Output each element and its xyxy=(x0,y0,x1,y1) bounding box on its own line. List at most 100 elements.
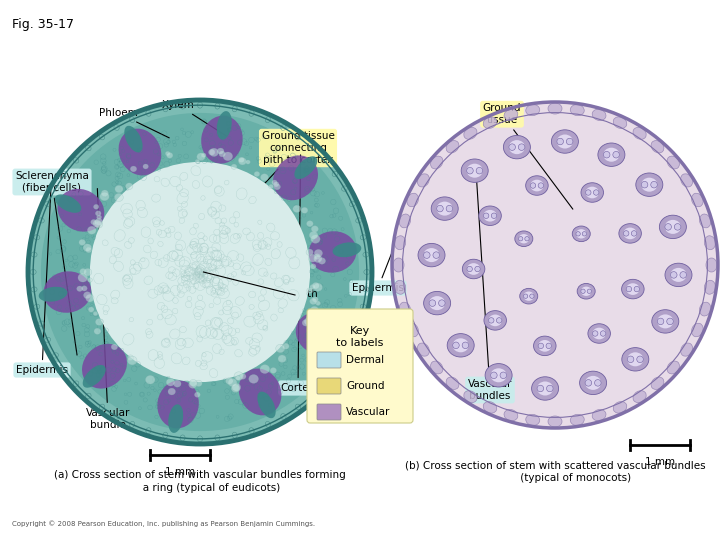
Ellipse shape xyxy=(557,134,573,149)
Circle shape xyxy=(546,385,553,392)
Ellipse shape xyxy=(202,153,206,157)
Ellipse shape xyxy=(271,180,277,185)
Ellipse shape xyxy=(436,201,453,215)
Ellipse shape xyxy=(446,377,459,389)
Ellipse shape xyxy=(483,117,497,129)
Ellipse shape xyxy=(490,368,507,382)
Circle shape xyxy=(603,151,610,158)
Ellipse shape xyxy=(96,319,103,326)
Ellipse shape xyxy=(552,130,578,153)
Ellipse shape xyxy=(520,288,538,304)
Ellipse shape xyxy=(312,297,318,302)
Circle shape xyxy=(467,167,473,174)
Circle shape xyxy=(525,237,529,241)
Ellipse shape xyxy=(254,172,260,177)
FancyBboxPatch shape xyxy=(317,352,341,368)
Ellipse shape xyxy=(278,355,286,362)
Ellipse shape xyxy=(577,284,595,299)
Ellipse shape xyxy=(484,310,506,330)
Ellipse shape xyxy=(667,156,680,169)
Circle shape xyxy=(587,289,592,293)
Ellipse shape xyxy=(273,156,318,200)
Ellipse shape xyxy=(523,292,534,301)
Circle shape xyxy=(557,138,564,145)
Ellipse shape xyxy=(704,280,716,294)
Circle shape xyxy=(423,252,430,258)
Circle shape xyxy=(538,183,544,188)
Circle shape xyxy=(538,343,544,349)
Circle shape xyxy=(509,144,516,151)
Ellipse shape xyxy=(81,286,87,291)
Ellipse shape xyxy=(307,310,312,315)
Text: Copyright © 2008 Pearson Education, Inc. publishing as Pearson Benjamin Cummings: Copyright © 2008 Pearson Education, Inc.… xyxy=(12,520,315,526)
Circle shape xyxy=(631,231,636,236)
Ellipse shape xyxy=(143,164,148,169)
Ellipse shape xyxy=(195,159,199,163)
Ellipse shape xyxy=(78,273,88,282)
Circle shape xyxy=(462,342,469,349)
Ellipse shape xyxy=(485,363,512,387)
Circle shape xyxy=(489,318,494,323)
Ellipse shape xyxy=(100,192,109,201)
Ellipse shape xyxy=(189,380,197,387)
Ellipse shape xyxy=(464,127,477,139)
Ellipse shape xyxy=(125,183,133,190)
Ellipse shape xyxy=(102,190,108,197)
Ellipse shape xyxy=(82,344,127,389)
Ellipse shape xyxy=(58,189,104,232)
Ellipse shape xyxy=(94,328,101,334)
Ellipse shape xyxy=(393,258,404,272)
Ellipse shape xyxy=(130,166,137,172)
Text: Ground: Ground xyxy=(346,381,384,391)
Circle shape xyxy=(518,144,525,151)
Circle shape xyxy=(593,190,599,195)
Text: 1 mm: 1 mm xyxy=(645,457,675,467)
Ellipse shape xyxy=(296,312,343,355)
Ellipse shape xyxy=(96,215,102,219)
Ellipse shape xyxy=(453,338,469,352)
Text: Ground
tissue: Ground tissue xyxy=(482,103,573,209)
Ellipse shape xyxy=(319,331,345,349)
Text: Fig. 35-17: Fig. 35-17 xyxy=(12,18,74,31)
Ellipse shape xyxy=(309,231,356,273)
Ellipse shape xyxy=(633,390,646,403)
Ellipse shape xyxy=(467,263,480,275)
Text: Vascular
bundle: Vascular bundle xyxy=(86,188,130,430)
Ellipse shape xyxy=(39,287,68,302)
Circle shape xyxy=(500,372,507,379)
Ellipse shape xyxy=(392,102,718,428)
Ellipse shape xyxy=(509,140,525,154)
Ellipse shape xyxy=(462,159,488,183)
Ellipse shape xyxy=(621,279,644,299)
Ellipse shape xyxy=(238,158,246,165)
Ellipse shape xyxy=(670,268,687,282)
Ellipse shape xyxy=(418,174,429,187)
Circle shape xyxy=(593,331,598,336)
Ellipse shape xyxy=(270,368,276,373)
Circle shape xyxy=(438,300,445,306)
Ellipse shape xyxy=(518,234,529,244)
Ellipse shape xyxy=(166,151,170,156)
Ellipse shape xyxy=(399,214,410,228)
Text: Xylem: Xylem xyxy=(161,100,226,136)
Ellipse shape xyxy=(627,352,644,366)
Circle shape xyxy=(657,318,664,325)
Ellipse shape xyxy=(83,244,91,252)
Ellipse shape xyxy=(293,205,301,212)
Ellipse shape xyxy=(310,298,317,305)
Ellipse shape xyxy=(302,320,310,326)
Circle shape xyxy=(680,272,686,278)
Ellipse shape xyxy=(581,287,592,296)
Circle shape xyxy=(518,237,523,241)
Ellipse shape xyxy=(314,254,320,259)
Ellipse shape xyxy=(168,404,183,433)
Ellipse shape xyxy=(570,414,584,426)
Ellipse shape xyxy=(636,173,663,197)
Ellipse shape xyxy=(86,294,94,302)
Ellipse shape xyxy=(447,334,474,357)
Ellipse shape xyxy=(86,247,91,253)
Text: Epidermis: Epidermis xyxy=(352,253,404,293)
Ellipse shape xyxy=(115,185,123,193)
Ellipse shape xyxy=(333,242,361,257)
Text: Ground tissue
connecting
pith to cortex: Ground tissue connecting pith to cortex xyxy=(256,131,334,192)
